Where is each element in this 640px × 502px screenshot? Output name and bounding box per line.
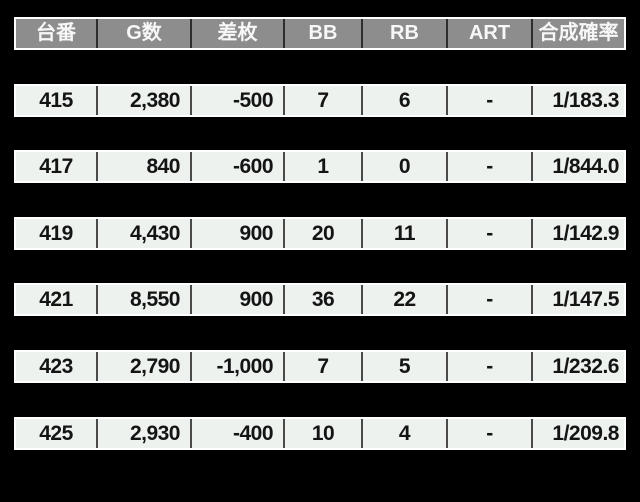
cell-rb: 0 bbox=[363, 152, 448, 181]
table-row-machine-421: 421 8,550 900 36 22 - 1/147.5 bbox=[14, 283, 626, 316]
cell-combined-rate: 1/232.6 bbox=[552, 355, 619, 378]
cell-art: - bbox=[448, 419, 533, 448]
cell-coin-diff: 900 bbox=[192, 219, 285, 248]
table-header-row: 台番 G数 差枚 BB RB ART 合成確率 bbox=[14, 17, 626, 50]
column-header-machine-no: 台番 bbox=[16, 19, 98, 48]
cell-combined-rate: 1/147.5 bbox=[552, 288, 619, 311]
cell-rb: 11 bbox=[363, 219, 448, 248]
cell-game-count: 4,430 bbox=[98, 219, 192, 248]
cell-rb: 5 bbox=[363, 352, 448, 381]
cell-bb: 1 bbox=[285, 152, 363, 181]
column-header-combined-rate: 合成確率 bbox=[538, 22, 619, 44]
cell-coin-diff: 900 bbox=[192, 285, 285, 314]
cell-game-count: 840 bbox=[98, 152, 192, 181]
cell-combined-rate: 1/844.0 bbox=[552, 155, 619, 178]
cell-rb: 4 bbox=[363, 419, 448, 448]
cell-art: - bbox=[448, 219, 533, 248]
column-header-bb: BB bbox=[285, 19, 363, 48]
cell-bb: 7 bbox=[285, 86, 363, 115]
table-row-machine-419: 419 4,430 900 20 11 - 1/142.9 bbox=[14, 217, 626, 250]
cell-combined-rate: 1/183.3 bbox=[552, 89, 619, 112]
cell-combined-rate: 1/142.9 bbox=[552, 222, 619, 245]
cell-machine-no: 415 bbox=[16, 86, 98, 115]
cell-machine-no: 425 bbox=[16, 419, 98, 448]
cell-bb: 20 bbox=[285, 219, 363, 248]
cell-art: - bbox=[448, 285, 533, 314]
column-header-art: ART bbox=[448, 19, 533, 48]
cell-game-count: 2,380 bbox=[98, 86, 192, 115]
cell-machine-no: 417 bbox=[16, 152, 98, 181]
cell-game-count: 8,550 bbox=[98, 285, 192, 314]
cell-machine-no: 419 bbox=[16, 219, 98, 248]
cell-coin-diff: -600 bbox=[192, 152, 285, 181]
table-row-machine-417: 417 840 -600 1 0 - 1/844.0 bbox=[14, 150, 626, 183]
cell-coin-diff: -400 bbox=[192, 419, 285, 448]
column-header-coin-diff: 差枚 bbox=[192, 19, 285, 48]
cell-machine-no: 421 bbox=[16, 285, 98, 314]
cell-game-count: 2,790 bbox=[98, 352, 192, 381]
cell-machine-no: 423 bbox=[16, 352, 98, 381]
cell-bb: 10 bbox=[285, 419, 363, 448]
cell-game-count: 2,930 bbox=[98, 419, 192, 448]
cell-combined-rate: 1/209.8 bbox=[552, 422, 619, 445]
cell-coin-diff: -1,000 bbox=[192, 352, 285, 381]
table-row-machine-425: 425 2,930 -400 10 4 - 1/209.8 bbox=[14, 417, 626, 450]
cell-art: - bbox=[448, 86, 533, 115]
cell-art: - bbox=[448, 352, 533, 381]
cell-bb: 7 bbox=[285, 352, 363, 381]
table-row-machine-423: 423 2,790 -1,000 7 5 - 1/232.6 bbox=[14, 350, 626, 383]
cell-art: - bbox=[448, 152, 533, 181]
column-header-game-count: G数 bbox=[98, 19, 192, 48]
cell-rb: 6 bbox=[363, 86, 448, 115]
table-row-machine-415: 415 2,380 -500 7 6 - 1/183.3 bbox=[14, 84, 626, 117]
cell-coin-diff: -500 bbox=[192, 86, 285, 115]
cell-bb: 36 bbox=[285, 285, 363, 314]
cell-rb: 22 bbox=[363, 285, 448, 314]
column-header-rb: RB bbox=[363, 19, 448, 48]
